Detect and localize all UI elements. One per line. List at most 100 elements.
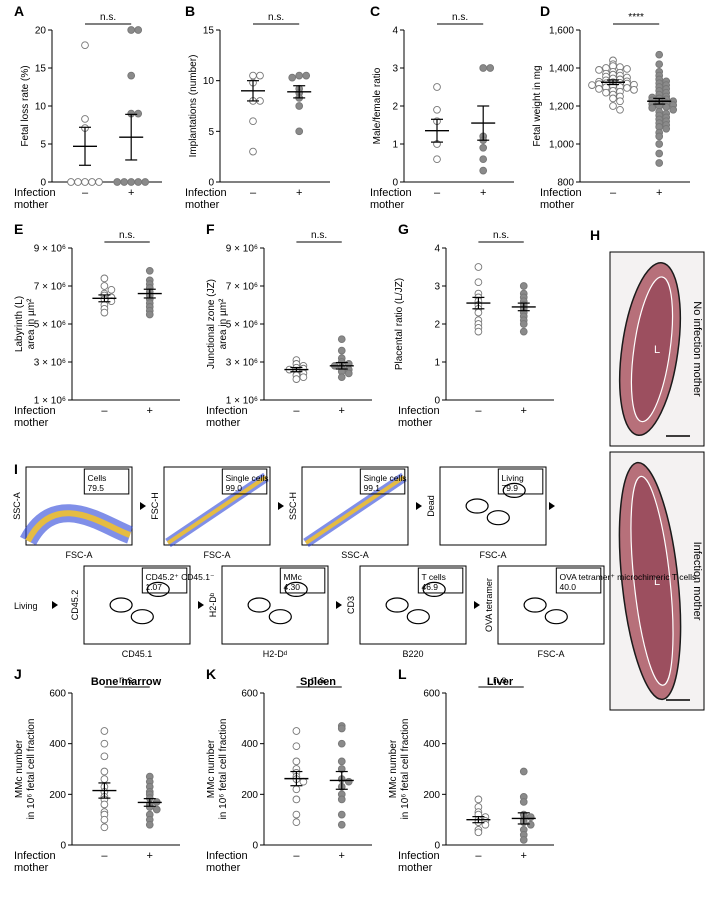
data-point	[609, 94, 617, 103]
data-point	[100, 800, 109, 809]
panel-letter: F	[206, 221, 215, 237]
data-point	[595, 85, 603, 93]
x-row-label: mother	[185, 199, 220, 211]
flow-y-label: FSC-H	[150, 492, 160, 520]
x-row-label: mother	[14, 862, 49, 874]
x-row-label: Infection	[14, 405, 56, 417]
y-tick-label: 7 × 10⁶	[226, 282, 258, 293]
gate-name: OVA tetramer⁺ microchimeric T cells	[559, 572, 696, 582]
condition-label: No infection mother	[691, 301, 703, 397]
chart-panel-b: B 0 5 10 15 Implantations (number) n.s. – + Infec…	[185, 3, 330, 211]
flow-y-label: CD3	[346, 596, 356, 614]
y-tick-label: 15	[203, 26, 215, 37]
panel-letter: H	[590, 227, 600, 243]
chart-panel-c: C 0 1 2 3 4 Male/female ratio n.s. – + Infectionmo…	[370, 3, 514, 211]
y-tick-label: 1	[434, 358, 440, 369]
data-point	[288, 73, 297, 82]
gate-name: MMc	[283, 572, 302, 582]
data-point	[433, 155, 441, 164]
data-point	[344, 777, 353, 786]
y-tick-label: 9 × 10⁶	[226, 244, 258, 255]
data-point	[67, 178, 75, 186]
y-tick-label: 0	[252, 841, 258, 852]
chart-panel-d: D 800 1,000 1,200 1,400 1,600 Fetal weight in …	[532, 3, 690, 211]
contour-blob	[502, 482, 526, 498]
y-axis-label: Implantations (number)	[188, 55, 199, 158]
data-point	[100, 815, 109, 824]
group-label: –	[475, 405, 482, 417]
y-tick-label: 400	[241, 739, 258, 750]
gate-name: Single cells	[363, 473, 406, 483]
flow-y-label: Dead	[426, 495, 436, 517]
x-row-label: Infection	[206, 850, 248, 862]
x-row-label: mother	[14, 417, 49, 429]
chart-panel-k: K Spleen 0 200 400 600 MMc number in 10⁶ fetal …	[206, 666, 372, 874]
data-point	[655, 60, 664, 69]
panel-letter: J	[14, 666, 22, 682]
y-tick-label: 400	[423, 739, 440, 750]
data-point	[337, 739, 346, 748]
data-point	[526, 820, 535, 829]
y-axis-label: in 10⁶ fetal cell fraction	[218, 719, 229, 820]
y-tick-label: 800	[557, 178, 574, 189]
x-row-label: Infection	[206, 405, 248, 417]
panel-letter: E	[14, 221, 23, 237]
data-point	[479, 166, 488, 175]
data-point	[479, 155, 488, 164]
data-point	[100, 739, 109, 748]
data-point	[107, 285, 116, 294]
data-point	[145, 310, 154, 319]
flow-y-label: SSC-A	[12, 492, 22, 520]
data-point	[299, 373, 308, 382]
y-tick-label: 1,400	[549, 64, 574, 75]
flow-x-label: CD45.1	[122, 649, 153, 659]
contour-blob	[146, 581, 170, 598]
y-tick-label: 20	[35, 26, 47, 37]
data-point	[292, 727, 301, 735]
arrow-icon	[140, 502, 146, 510]
data-point	[127, 178, 136, 186]
x-row-label: mother	[206, 862, 241, 874]
group-label: +	[339, 405, 345, 417]
data-point	[655, 140, 664, 148]
x-row-label: Infection	[14, 187, 56, 199]
data-point	[295, 102, 304, 110]
flow-x-label: FSC-A	[480, 550, 507, 560]
y-tick-label: 1	[392, 140, 398, 151]
contour-blob	[109, 597, 133, 613]
gate-name: T cells	[421, 572, 445, 582]
data-point	[100, 767, 109, 776]
event-density-core	[166, 475, 268, 545]
gate	[555, 567, 602, 594]
gate-name: Single cells	[225, 473, 268, 483]
group-label: +	[521, 405, 527, 417]
data-point	[655, 132, 664, 141]
data-point	[100, 274, 109, 283]
gate-value: 79.9	[501, 483, 518, 493]
labyrinth-region	[630, 475, 674, 686]
data-point	[100, 727, 109, 735]
data-point	[630, 85, 638, 94]
flow-x-label: FSC-A	[538, 649, 565, 659]
gate	[221, 468, 268, 495]
arrow-icon	[198, 601, 204, 609]
significance-label: n.s.	[493, 230, 509, 241]
x-row-label: mother	[370, 199, 405, 211]
gate	[417, 567, 464, 594]
data-point	[120, 178, 129, 186]
gate-value: 4.30	[283, 582, 300, 592]
y-tick-label: 5	[40, 140, 46, 151]
data-point	[344, 369, 353, 378]
group-label: +	[296, 187, 302, 199]
chart-panel-f: F 1 × 10⁶ 3 × 10⁶ 5 × 10⁶ 7 × 10⁶ 9 × 10⁶ Junc…	[206, 221, 372, 429]
significance-label: n.s.	[119, 230, 135, 241]
data-point	[145, 820, 154, 829]
contour-blob	[465, 498, 489, 514]
data-point	[655, 50, 664, 59]
flow-plot-frame	[497, 565, 605, 645]
event-density-core	[25, 510, 132, 543]
x-row-label: Infection	[398, 850, 440, 862]
group-label: –	[101, 405, 108, 417]
